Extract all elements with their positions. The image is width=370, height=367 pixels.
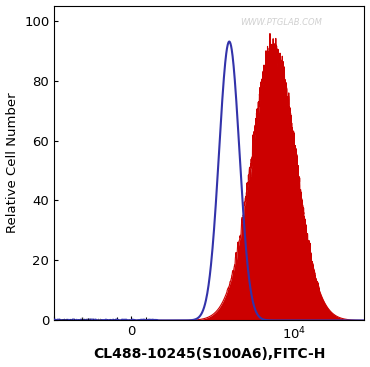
Y-axis label: Relative Cell Number: Relative Cell Number — [6, 93, 18, 233]
Text: WWW.PTGLAB.COM: WWW.PTGLAB.COM — [240, 18, 322, 27]
X-axis label: CL488-10245(S100A6),FITC-H: CL488-10245(S100A6),FITC-H — [93, 348, 326, 361]
